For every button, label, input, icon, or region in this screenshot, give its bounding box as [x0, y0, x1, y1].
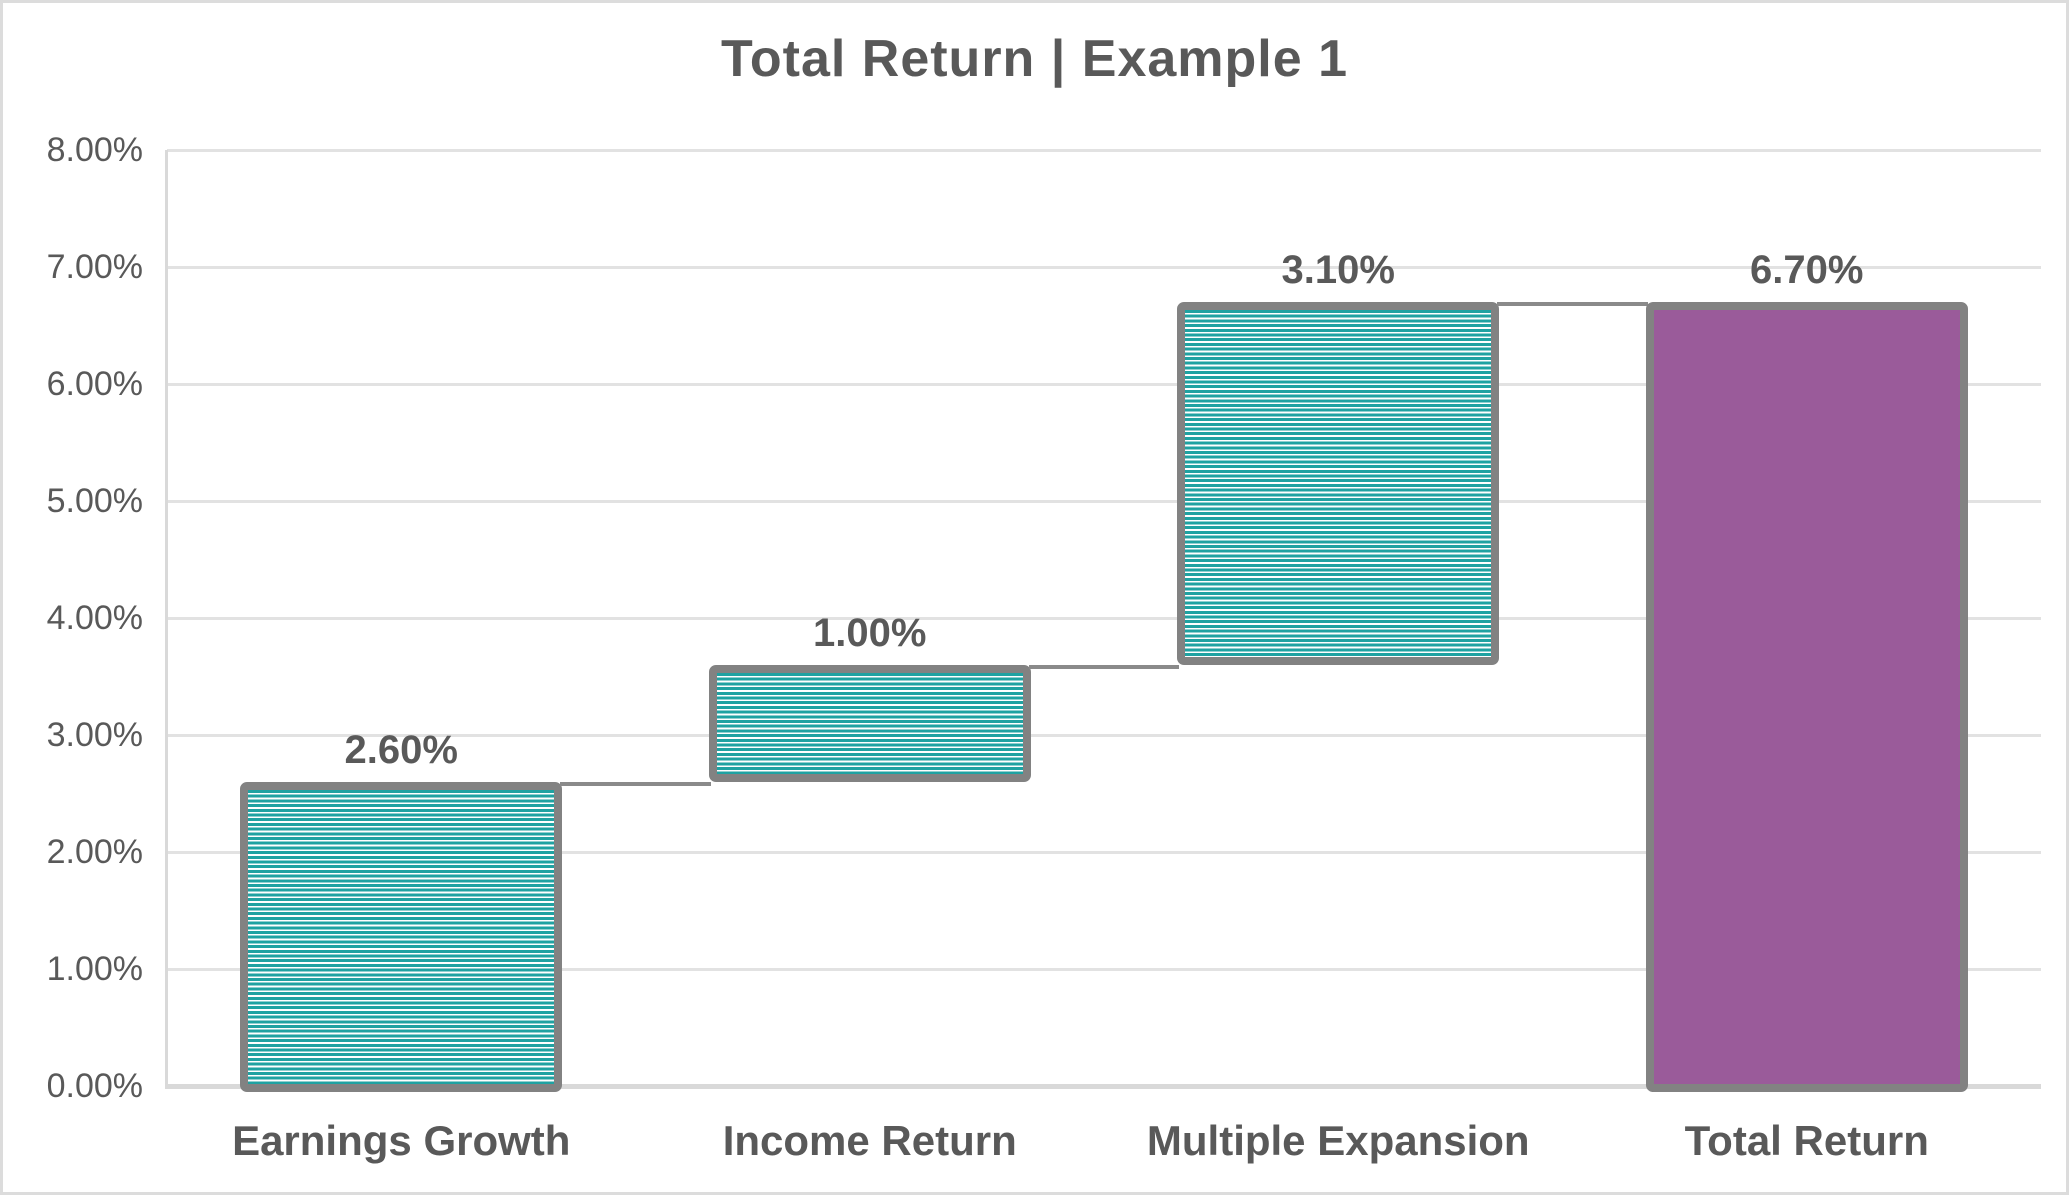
y-axis-tick-label: 0.00%	[46, 1067, 143, 1105]
connector-earnings-growth-to-income-return	[560, 781, 711, 786]
gridline-2pct	[167, 851, 2041, 854]
y-axis-tick-label: 7.00%	[46, 248, 143, 286]
y-axis-tick-label: 8.00%	[46, 131, 143, 169]
gridline-6pct	[167, 383, 2041, 386]
category-label-multiple-expansion: Multiple Expansion	[1146, 1117, 1530, 1164]
bar-multiple-expansion[interactable]	[1177, 302, 1500, 665]
x-axis-line	[167, 1084, 2041, 1089]
gridline-1pct	[167, 968, 2041, 971]
y-axis-tick-label: 5.00%	[46, 482, 143, 520]
value-label-multiple-expansion: 3.10%	[1281, 248, 1395, 293]
bar-income-return[interactable]	[708, 664, 1031, 782]
gridline-7pct	[167, 266, 2041, 269]
gridline-3pct	[167, 734, 2041, 737]
gridline-5pct	[167, 500, 2041, 503]
category-label-earnings-growth: Earnings Growth	[232, 1117, 571, 1164]
y-axis-line	[165, 150, 168, 1089]
gridline-8pct	[167, 149, 2041, 152]
value-label-total-return: 6.70%	[1750, 248, 1864, 293]
y-axis-tick-label: 2.00%	[46, 833, 143, 871]
bar-total-return[interactable]	[1645, 302, 1968, 1092]
gridline-4pct	[167, 617, 2041, 620]
value-label-earnings-growth: 2.60%	[344, 727, 458, 772]
y-axis-tick-label: 6.00%	[46, 365, 143, 403]
y-axis-tick-label: 4.00%	[46, 599, 143, 637]
chart-title: Total Return | Example 1	[720, 30, 1349, 88]
y-axis-tick-label: 3.00%	[46, 716, 143, 754]
bar-earnings-growth[interactable]	[240, 781, 563, 1092]
y-axis-tick-label: 1.00%	[46, 950, 143, 988]
category-label-total-return: Total Return	[1684, 1117, 1929, 1164]
connector-multiple-expansion-to-total-return	[1497, 302, 1648, 307]
value-label-income-return: 1.00%	[813, 610, 927, 655]
connector-income-return-to-multiple-expansion	[1028, 664, 1180, 669]
category-label-income-return: Income Return	[722, 1117, 1017, 1164]
